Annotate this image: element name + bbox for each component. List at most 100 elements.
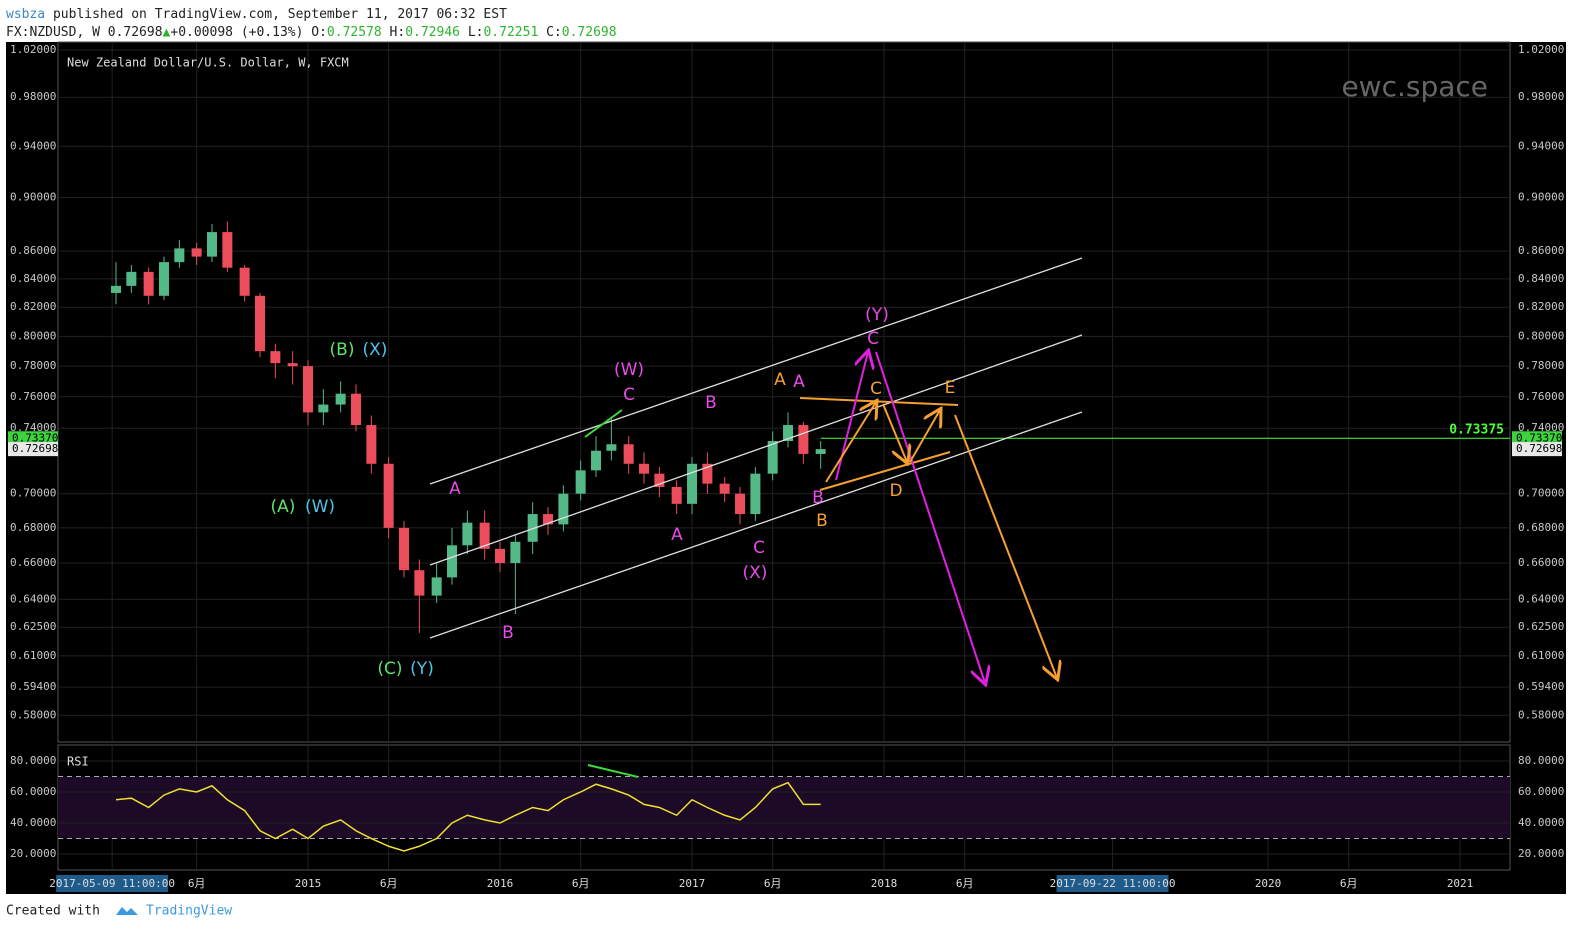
wave-label: (B) — [330, 340, 355, 360]
y-tick-label: 0.62500 — [1518, 620, 1564, 633]
candle-body — [798, 425, 809, 454]
symbol: FX:NZDUSD, W — [6, 25, 100, 40]
o-label: O: — [311, 25, 327, 40]
wave-label: (W) — [305, 497, 335, 517]
arrow — [882, 403, 907, 462]
candle-body — [206, 232, 217, 257]
y-tick-label: 0.58000 — [10, 708, 56, 721]
candle-body — [431, 577, 442, 596]
wave-label: B — [502, 623, 514, 643]
candle-body — [750, 473, 761, 515]
candle-body — [510, 541, 521, 564]
candle-body — [174, 248, 185, 263]
x-tick-box — [1056, 875, 1169, 892]
y-tick-label: 20.0000 — [10, 847, 56, 860]
candle-body — [335, 393, 346, 405]
wave-label: C — [753, 538, 765, 558]
candle-body — [462, 522, 473, 546]
y-tick-label: 0.82000 — [10, 300, 56, 313]
triangle-line — [799, 397, 959, 406]
y-tick-label: 0.98000 — [10, 90, 56, 103]
y-tick-label: 0.66000 — [10, 556, 56, 569]
up-arrow: ▲ — [163, 25, 171, 40]
y-tick-label: 60.0000 — [10, 785, 56, 798]
header-line: wsbza published on TradingView.com, Sept… — [6, 7, 507, 22]
channel-line — [429, 334, 1083, 566]
arrow — [954, 414, 1057, 678]
y-tick-label: 0.68000 — [1518, 521, 1564, 534]
candle-body — [735, 493, 746, 515]
channel-line — [429, 257, 1083, 485]
candle-body — [318, 404, 329, 413]
y-tick-label: 80.0000 — [10, 754, 56, 767]
candle-body — [527, 514, 538, 542]
y-tick-label: 0.98000 — [1518, 90, 1564, 103]
candle-body — [414, 570, 425, 596]
candle-body — [222, 232, 233, 268]
price-label-box — [8, 431, 58, 446]
candle-body — [383, 463, 394, 528]
y-tick-label: 0.76000 — [1518, 390, 1564, 403]
y-tick-label: 80.0000 — [1518, 754, 1564, 767]
brand-logo — [116, 907, 138, 915]
x-tick-label: 2018 — [871, 877, 898, 890]
wave-label: (X) — [743, 563, 768, 583]
wave-label: (C) — [377, 659, 402, 679]
y-tick-label: 0.62500 — [10, 620, 56, 633]
wave-label: B — [816, 511, 828, 531]
candle-body — [191, 248, 202, 257]
candle-body — [254, 295, 265, 352]
wave-label: E — [945, 378, 956, 398]
candle-body — [639, 463, 650, 474]
x-tick-label: 2021 — [1447, 877, 1474, 890]
watermark: ewc.space — [1341, 70, 1488, 103]
candle-body — [303, 366, 314, 413]
price-label-box — [1512, 442, 1562, 457]
wave-label: (X) — [363, 340, 388, 360]
wave-label: B — [812, 488, 824, 508]
y-tick-label: 0.94000 — [10, 139, 56, 152]
y-tick-label: 60.0000 — [1518, 785, 1564, 798]
candle-body — [143, 271, 154, 296]
y-tick-label: 0.80000 — [10, 329, 56, 342]
candle-body — [351, 393, 362, 426]
wave-label: A — [449, 479, 461, 499]
candle-body — [366, 425, 377, 464]
x-tick-label: 2017-09-22 11:00:00 — [1050, 877, 1176, 890]
pane-title: RSI — [67, 755, 89, 769]
y-tick-label: 1.02000 — [1518, 43, 1564, 56]
last: 0.72698 — [108, 25, 163, 40]
wave-label: (Y) — [410, 659, 434, 679]
author[interactable]: wsbza — [6, 7, 45, 22]
y-tick-label: 0.90000 — [10, 191, 56, 204]
y-tick-label: 40.0000 — [10, 816, 56, 829]
arrow — [909, 410, 940, 463]
arrow — [825, 402, 876, 483]
price-label: 0.73370 — [1516, 431, 1562, 444]
y-tick-label: 1.02000 — [10, 43, 56, 56]
footer-brand[interactable]: TradingView — [146, 904, 232, 919]
x-tick-label: 2020 — [1255, 877, 1282, 890]
wave-label: (Y) — [865, 305, 889, 325]
candle-body — [783, 425, 794, 442]
price-label: 0.73370 — [12, 431, 58, 444]
candle-body — [671, 486, 682, 504]
footer-bg — [0, 894, 1572, 931]
y-tick-label: 0.86000 — [1518, 244, 1564, 257]
candle-body — [767, 441, 778, 474]
y-tick-label: 0.70000 — [1518, 487, 1564, 500]
wave-label: D — [889, 481, 902, 501]
h-value: 0.72946 — [405, 25, 460, 40]
y-tick-label: 0.61000 — [1518, 649, 1564, 662]
labels: 2017-05-09 11:00:00 6月 2015 6月 2016 6月 2017 6月 2… — [8, 43, 1564, 892]
candle-body — [606, 444, 617, 451]
price-label-box — [8, 442, 58, 457]
x-tick-label: 6月 — [956, 877, 974, 890]
triangle-line — [819, 451, 951, 491]
rsi-line — [115, 781, 821, 852]
wave-label: A — [671, 525, 683, 545]
wave-label: (A) — [271, 497, 296, 517]
divergence-line — [584, 409, 623, 438]
x-tick-box — [56, 875, 169, 892]
